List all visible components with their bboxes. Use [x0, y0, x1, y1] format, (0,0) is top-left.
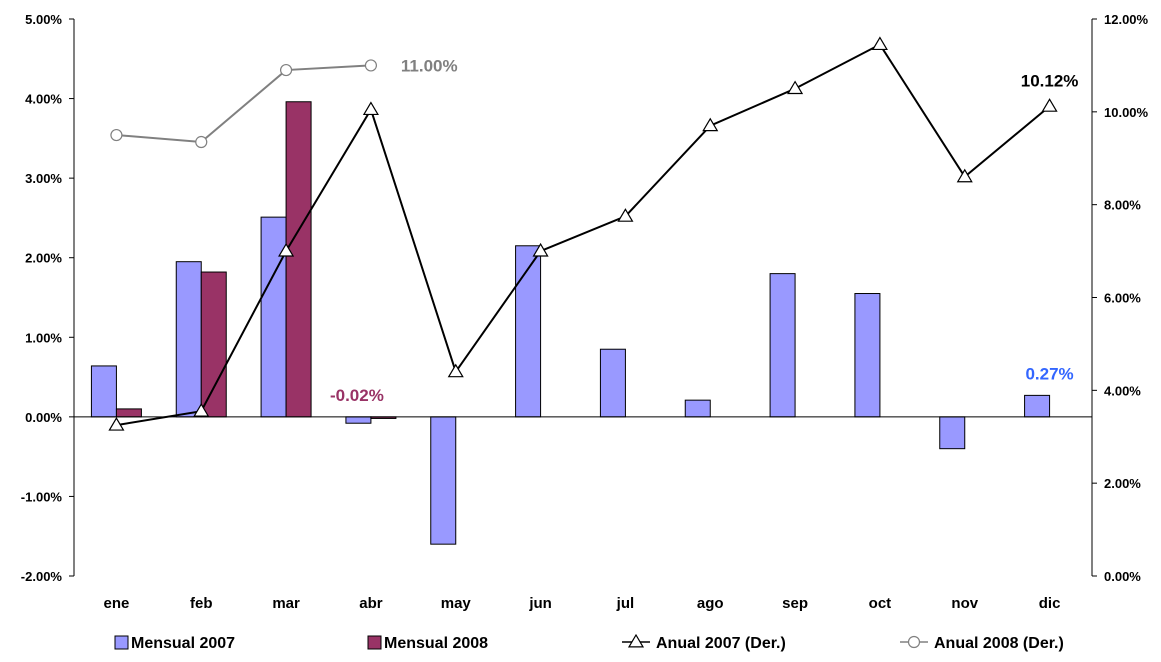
bar-mensual-2007-nov: [939, 416, 966, 450]
annotation-label: 10.12%: [1021, 71, 1079, 90]
right-tick-label: 0.00%: [1104, 569, 1141, 584]
marker-anual-2008-der-ene: [110, 128, 123, 142]
left-tick-label: -2.00%: [21, 569, 63, 584]
bar-mensual-2008-mar: [285, 101, 312, 418]
bar-mensual-2007-oct: [854, 293, 881, 418]
marker-anual-2007-der-dic: [1041, 98, 1058, 112]
annotation-label: 11.00%: [401, 56, 458, 75]
right-tick-label: 6.00%: [1104, 291, 1141, 306]
marker-anual-2007-der-jul: [617, 208, 634, 222]
bar-mensual-2008-feb: [200, 271, 227, 418]
axes-layer: [69, 18, 1097, 577]
legend-marker-anual-2008-der: [907, 635, 921, 649]
right-tick-label: 4.00%: [1104, 383, 1141, 398]
marker-anual-2007-der-mar: [278, 242, 295, 257]
marker-anual-2007-der-oct: [871, 36, 888, 51]
category-label-dic: dic: [1039, 595, 1061, 612]
marker-anual-2007-der-nov: [956, 168, 973, 183]
line-anual-2007-der: [116, 43, 1051, 427]
marker-anual-2008-der-feb: [195, 135, 208, 149]
bar-mensual-2007-feb: [175, 261, 202, 418]
left-tick-label: 3.00%: [25, 171, 62, 186]
right-tick-label: 8.00%: [1104, 198, 1141, 213]
category-label-jun: jun: [528, 595, 552, 612]
marker-anual-2008-der-mar: [279, 63, 293, 77]
marker-anual-2007-der-feb: [193, 403, 210, 417]
legend-label-anual-2007-der: Anual 2007 (Der.): [656, 635, 786, 652]
annotation-label: 0.27%: [1025, 364, 1073, 383]
category-label-jul: jul: [616, 595, 635, 612]
right-tick-label: 12.00%: [1104, 12, 1149, 27]
category-label-ago: ago: [697, 595, 724, 612]
left-tick-label: 0.00%: [25, 410, 62, 425]
bar-mensual-2007-abr: [345, 416, 372, 424]
bar-mensual-2007-dic: [1024, 394, 1051, 418]
left-tick-label: 1.00%: [25, 330, 62, 345]
legend: Mensual 2007 Mensual 2008 Anual 2007 (Der.…: [114, 633, 1064, 652]
bar-mensual-2007-jun: [515, 245, 542, 418]
bar-mensual-2008-ene: [115, 408, 142, 418]
right-tick-label: 2.00%: [1104, 476, 1141, 491]
marker-anual-2007-der-ago: [702, 117, 719, 132]
bars-layer: [90, 101, 1051, 545]
left-tick-label: 2.00%: [25, 251, 62, 266]
bar-mensual-2007-sep: [769, 273, 796, 418]
legend-marker-anual-2007-der: [627, 633, 645, 648]
marker-anual-2007-der-ene: [108, 416, 125, 431]
marker-anual-2007-der-abr: [362, 101, 379, 116]
category-label-mar: mar: [272, 595, 300, 612]
tick-labels-layer: -2.00% -1.00% 0.00% 1.00% 2.00% 3.00% 4.00% 5.0…: [21, 12, 1149, 584]
marker-anual-2007-der-jun: [532, 242, 549, 257]
left-tick-label: -1.00%: [21, 489, 63, 504]
category-label-oct: oct: [869, 595, 892, 612]
category-label-sep: sep: [782, 595, 808, 612]
legend-label-mensual-2007: Mensual 2007: [131, 635, 235, 652]
bar-mensual-2007-ago: [684, 399, 711, 418]
annotation-label: -0.02%: [330, 386, 384, 405]
legend-label-anual-2008-der: Anual 2008 (Der.): [934, 635, 1064, 652]
category-labels-layer: ene feb mar abr may jun jul ago sep oct nov dic: [103, 595, 1060, 612]
category-label-feb: feb: [190, 595, 213, 612]
marker-anual-2007-der-sep: [787, 80, 804, 95]
category-label-ene: ene: [103, 595, 129, 612]
bar-mensual-2007-mar: [260, 216, 287, 418]
marker-anual-2008-der-abr: [364, 59, 378, 72]
bar-mensual-2007-ene: [90, 365, 117, 418]
legend-swatch-mensual-2008: [367, 635, 382, 650]
bar-mensual-2007-may: [430, 416, 457, 545]
line-anual-2008-der: [116, 64, 371, 144]
legend-swatch-mensual-2007: [114, 635, 129, 650]
category-label-nov: nov: [951, 595, 978, 612]
annotations-layer: 11.00% 10.12% -0.02% 0.27%: [330, 56, 1078, 404]
right-tick-label: 10.00%: [1104, 105, 1149, 120]
bar-mensual-2007-jul: [599, 348, 626, 418]
left-tick-label: 4.00%: [25, 92, 62, 107]
category-label-may: may: [441, 595, 472, 612]
marker-anual-2007-der-may: [447, 363, 464, 378]
category-label-abr: abr: [359, 595, 383, 612]
left-tick-label: 5.00%: [25, 12, 62, 27]
lines-layer: [108, 36, 1058, 431]
legend-label-mensual-2008: Mensual 2008: [384, 635, 488, 652]
